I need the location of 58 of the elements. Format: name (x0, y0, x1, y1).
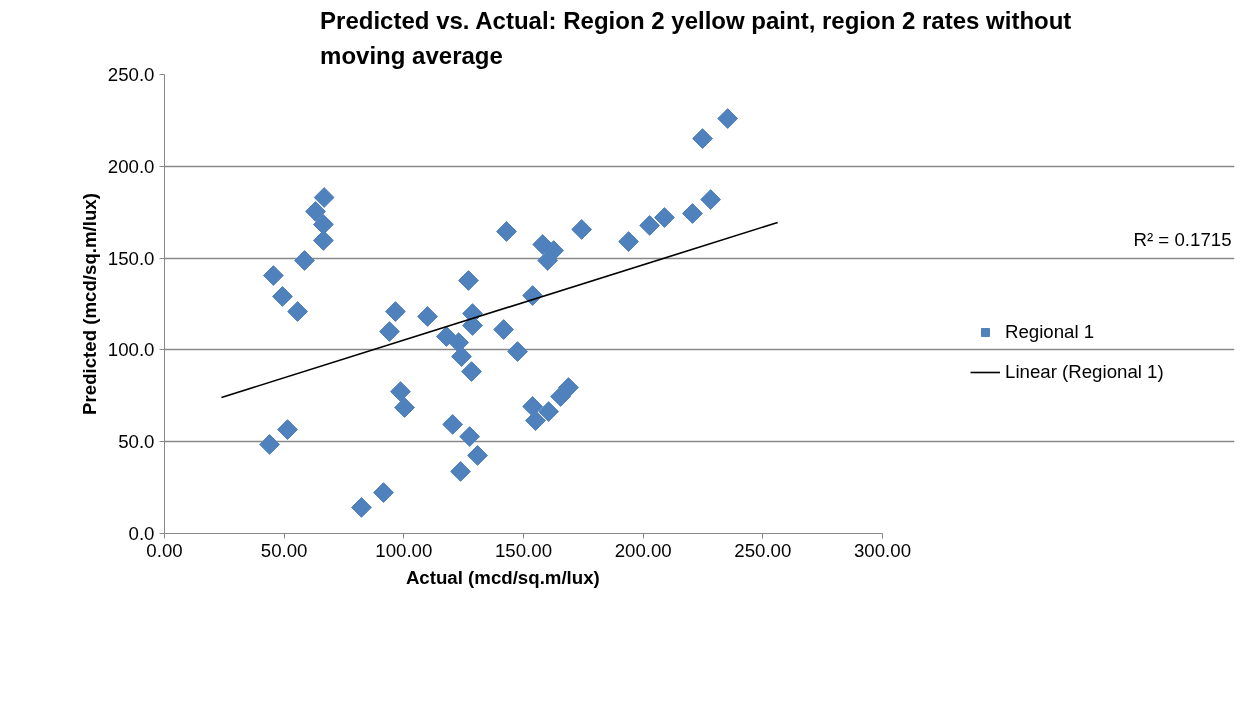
point (525, 410, 546, 431)
y-tick-label: 200.0 (107, 155, 155, 177)
point (538, 401, 560, 422)
legend-label: Regional 1 (1005, 321, 1095, 343)
point (313, 230, 334, 251)
x-tick-label: 200.00 (614, 539, 672, 561)
point (450, 461, 471, 482)
point (394, 397, 415, 418)
text: R² = 0.1715 (1133, 229, 1232, 250)
point (259, 434, 280, 455)
point (287, 301, 308, 322)
y-tick-label: 100.0 (107, 339, 155, 361)
point (305, 201, 326, 222)
point (313, 214, 334, 235)
point (351, 497, 372, 518)
legend-label: Linear (Regional 1) (1005, 361, 1164, 383)
point (467, 445, 488, 466)
point (537, 250, 559, 271)
x-tick-label: 100.00 (375, 539, 433, 561)
chart-title: Predicted vs. Actual: Region 2 yellow paint, region 2 rates without moving average (320, 7, 1072, 70)
point (493, 319, 515, 340)
point (618, 231, 639, 252)
y-tick-label: 150.0 (107, 247, 155, 269)
point (459, 426, 481, 447)
point (682, 203, 703, 224)
point (496, 221, 517, 242)
point (263, 265, 284, 286)
point (277, 419, 298, 440)
point (313, 187, 335, 208)
point (558, 377, 579, 398)
point (461, 361, 482, 382)
point (692, 128, 713, 149)
point (654, 207, 675, 228)
point (417, 306, 438, 327)
point (373, 482, 394, 503)
point (717, 108, 739, 129)
point (507, 341, 528, 362)
point (700, 189, 722, 210)
y-tick-label: 250.0 (107, 64, 155, 85)
point (639, 215, 661, 236)
point (385, 301, 406, 322)
x-axis-title: Actual (mcd/sq.m/lux) (405, 566, 600, 588)
point (522, 396, 543, 417)
point (451, 346, 472, 367)
point (379, 321, 400, 342)
x-tick-label: 50.00 (260, 539, 308, 561)
point (294, 250, 315, 271)
point (448, 332, 470, 353)
point (272, 286, 293, 307)
point (390, 381, 411, 402)
x-tick-label: 250.00 (734, 539, 792, 561)
y-tick-label: 50.0 (118, 431, 155, 453)
x-tick-label: 150.00 (494, 539, 553, 561)
point (571, 219, 593, 240)
y-axis-title: Predicted (mcd/sq.m/lux) (78, 193, 100, 415)
point (442, 414, 464, 435)
x-tick-label: 300.00 (853, 539, 912, 561)
point (458, 270, 479, 291)
